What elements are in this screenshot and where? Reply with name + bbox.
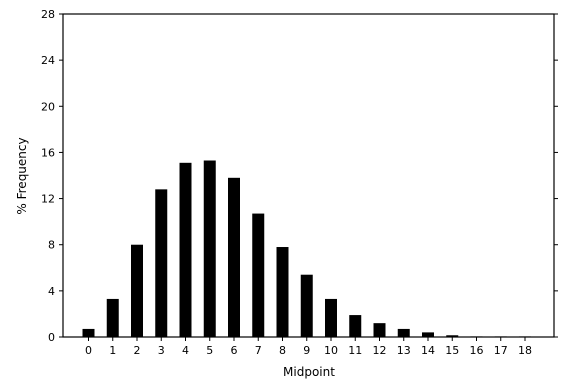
x-tick-label: 14 <box>421 344 435 357</box>
x-tick-label: 17 <box>494 344 508 357</box>
bar-17 <box>494 336 507 337</box>
bar-14 <box>422 332 434 337</box>
bar-3 <box>155 189 168 337</box>
y-axis-title: % Frequency <box>15 137 29 214</box>
x-tick-label: 8 <box>279 344 286 357</box>
x-tick-label: 0 <box>85 344 92 357</box>
x-tick-label: 15 <box>445 344 459 357</box>
x-tick-label: 5 <box>206 344 213 357</box>
bar-4 <box>179 162 192 337</box>
bar-8 <box>276 247 289 337</box>
y-tick-label: 20 <box>41 100 55 113</box>
bar-6 <box>228 177 240 337</box>
x-tick-label: 4 <box>182 344 189 357</box>
bar-2 <box>131 244 143 337</box>
bar-10 <box>325 298 337 337</box>
bar-11 <box>349 315 362 337</box>
bars <box>82 160 531 337</box>
x-tick-label: 6 <box>231 344 238 357</box>
x-tick-label: 18 <box>518 344 532 357</box>
x-tick-label: 10 <box>324 344 338 357</box>
y-tick-label: 0 <box>48 331 55 344</box>
bar-15 <box>446 335 459 337</box>
x-tick-label: 2 <box>134 344 141 357</box>
y-tick-label: 12 <box>41 193 55 206</box>
bar-5 <box>203 160 216 337</box>
x-axis-title: Midpoint <box>283 365 335 379</box>
bar-12 <box>373 323 386 337</box>
x-tick-label: 7 <box>255 344 262 357</box>
x-tick-label: 9 <box>303 344 310 357</box>
y-tick-label: 28 <box>41 8 55 21</box>
bar-16 <box>470 336 483 337</box>
y-tick-label: 16 <box>41 146 55 159</box>
bar-7 <box>252 213 265 337</box>
x-tick-label: 13 <box>397 344 411 357</box>
bar-1 <box>106 298 119 337</box>
x-tick-label: 16 <box>470 344 484 357</box>
y-tick-label: 24 <box>41 54 55 67</box>
x-tick-label: 11 <box>348 344 362 357</box>
y-tick-label: 4 <box>48 285 55 298</box>
x-axis-ticks: 0 1 2 3 4 5 6 7 8 9 10 11 12 13 14 15 16 17 18 <box>85 337 532 357</box>
y-tick-label: 8 <box>48 239 55 252</box>
x-tick-label: 3 <box>158 344 165 357</box>
bar-9 <box>300 274 313 337</box>
bar-18 <box>519 336 531 337</box>
bar-13 <box>397 328 410 337</box>
x-tick-label: 12 <box>373 344 387 357</box>
bar-0 <box>82 328 95 337</box>
y-axis-ticks: 0 4 8 12 16 20 24 28 <box>41 8 558 344</box>
x-tick-label: 1 <box>109 344 116 357</box>
